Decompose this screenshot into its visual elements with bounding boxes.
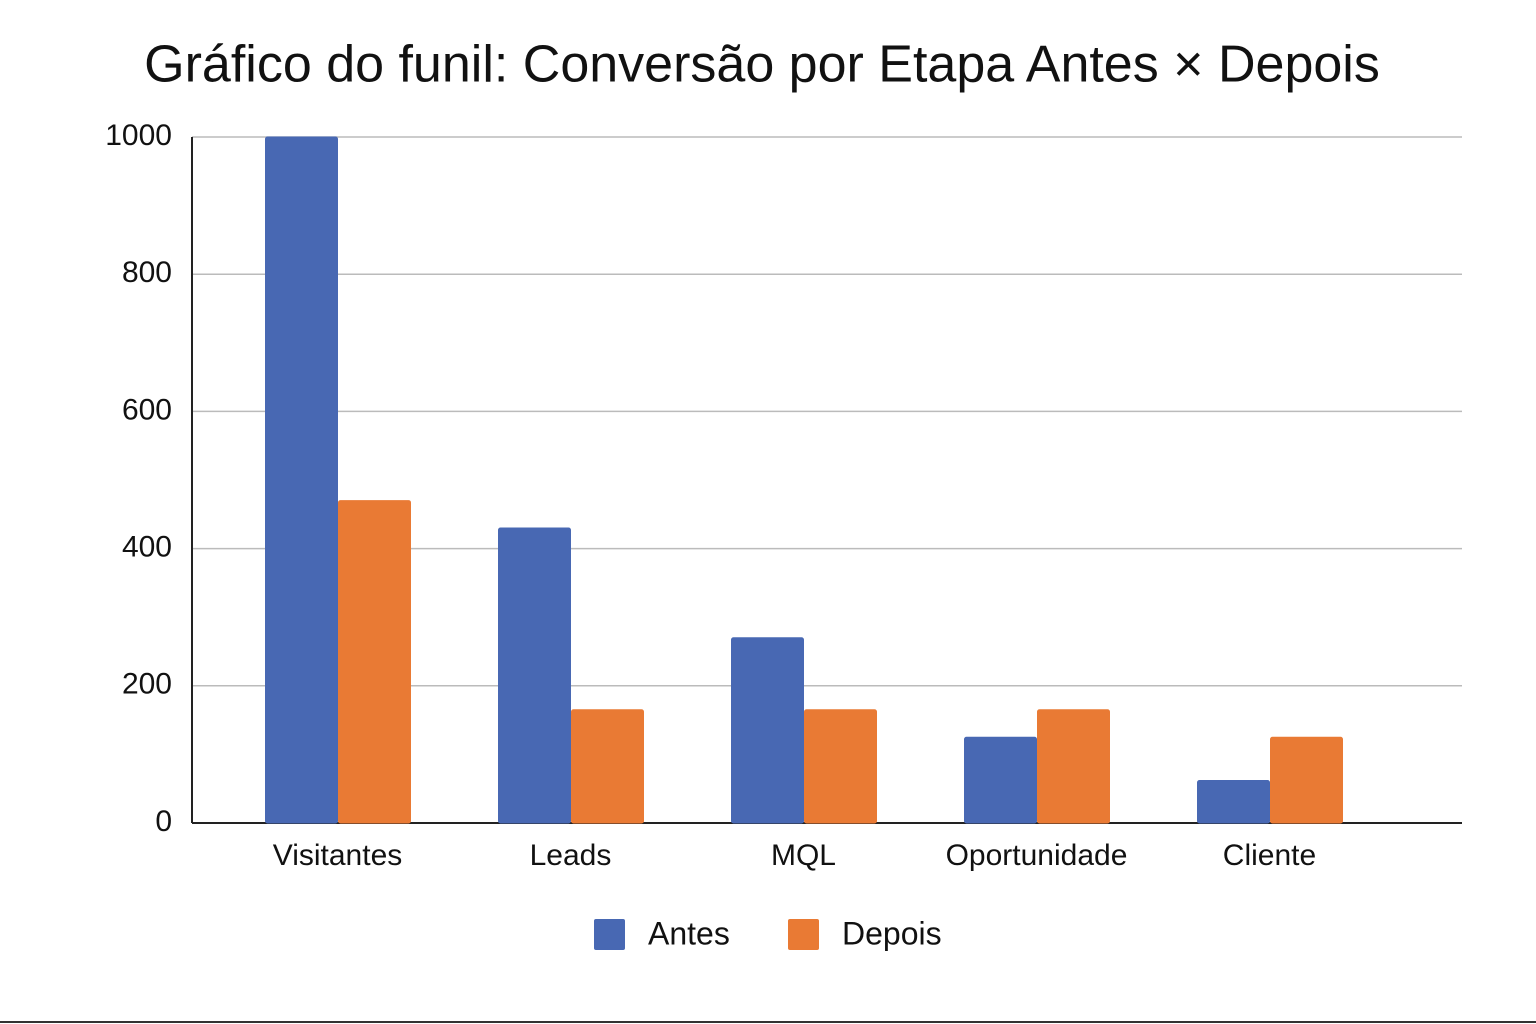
y-tick-label: 400	[122, 531, 172, 564]
x-tick-label: Leads	[530, 839, 612, 872]
bar	[1037, 709, 1110, 824]
y-tick-label: 800	[122, 256, 172, 289]
bar	[571, 709, 644, 824]
y-tick-label: 600	[122, 393, 172, 426]
bar	[498, 527, 571, 824]
bar	[964, 736, 1037, 824]
y-tick-label: 1000	[105, 119, 172, 152]
bar	[265, 136, 338, 824]
x-tick-label: Cliente	[1223, 839, 1316, 872]
bar	[804, 709, 877, 824]
x-tick-label: MQL	[771, 839, 836, 872]
x-tick-label: Oportunidade	[946, 839, 1128, 872]
bar	[338, 500, 411, 824]
legend-swatch	[594, 919, 625, 950]
legend-swatch	[788, 919, 819, 950]
legend-label: Antes	[648, 915, 730, 951]
legend-label: Depois	[842, 915, 942, 951]
bar	[731, 637, 804, 824]
y-tick-label: 200	[122, 668, 172, 701]
y-tick-label: 0	[155, 805, 172, 838]
x-tick-label: Visitantes	[273, 839, 403, 872]
bar	[1197, 779, 1270, 824]
chart-title: Gráfico do funil: Conversão por Etapa An…	[144, 36, 1380, 94]
bar	[1270, 736, 1343, 824]
